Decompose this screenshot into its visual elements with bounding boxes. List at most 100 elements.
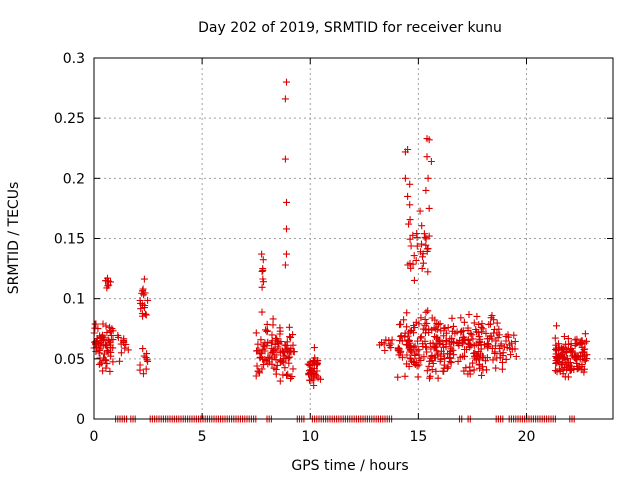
data-point bbox=[432, 325, 440, 333]
data-point bbox=[448, 314, 456, 322]
data-point bbox=[290, 348, 298, 356]
data-point bbox=[311, 354, 319, 362]
data-point bbox=[559, 345, 567, 353]
data-point bbox=[401, 174, 409, 182]
y-tick-label: 0.15 bbox=[54, 232, 85, 248]
data-point bbox=[476, 364, 483, 372]
data-point bbox=[283, 371, 290, 379]
data-point bbox=[497, 342, 505, 350]
data-point bbox=[270, 364, 278, 372]
data-point bbox=[289, 365, 297, 373]
data-point bbox=[421, 233, 429, 241]
y-tick-label: 0.25 bbox=[54, 111, 85, 127]
data-point bbox=[425, 362, 433, 370]
data-point bbox=[406, 235, 414, 243]
data-point bbox=[272, 356, 280, 364]
x-axis-label: GPS time / hours bbox=[291, 458, 408, 474]
data-point bbox=[407, 264, 415, 272]
data-point bbox=[283, 250, 290, 258]
data-point bbox=[440, 343, 448, 351]
data-point bbox=[252, 329, 260, 337]
data-point bbox=[107, 349, 115, 356]
data-point bbox=[268, 331, 276, 339]
data-point bbox=[102, 322, 110, 330]
data-point bbox=[253, 347, 261, 355]
data-point bbox=[406, 216, 414, 224]
data-point bbox=[272, 370, 280, 378]
data-point bbox=[259, 256, 267, 264]
data-point bbox=[401, 372, 409, 380]
data-point bbox=[431, 344, 439, 352]
data-point bbox=[258, 283, 266, 291]
data-point bbox=[562, 360, 570, 368]
data-point bbox=[427, 354, 435, 362]
data-point bbox=[143, 350, 151, 358]
data-point bbox=[310, 344, 318, 352]
data-point bbox=[551, 334, 559, 342]
data-point bbox=[254, 340, 262, 348]
data-point bbox=[141, 289, 149, 297]
data-point bbox=[403, 323, 411, 331]
data-point bbox=[576, 340, 584, 348]
data-point bbox=[466, 363, 474, 371]
data-point bbox=[465, 311, 473, 318]
data-point bbox=[440, 367, 448, 375]
data-point bbox=[442, 337, 450, 344]
data-point bbox=[405, 220, 413, 228]
x-tick-label: 15 bbox=[409, 429, 427, 445]
data-point bbox=[422, 186, 430, 194]
data-point bbox=[463, 346, 471, 353]
data-point bbox=[462, 364, 470, 372]
data-point bbox=[103, 360, 111, 368]
data-point bbox=[397, 332, 405, 340]
chart-title: Day 202 of 2019, SRMTID for receiver kun… bbox=[198, 20, 502, 36]
data-point bbox=[415, 354, 423, 362]
axis-ticks: 0 0.05 0.1 0.15 0.2 0.25 0.3 0 5 10 15 20 bbox=[54, 51, 613, 445]
data-point bbox=[268, 355, 276, 363]
data-point bbox=[423, 367, 431, 375]
data-point bbox=[435, 321, 442, 329]
data-point bbox=[276, 349, 284, 357]
data-point bbox=[261, 339, 269, 347]
data-point bbox=[285, 323, 293, 331]
data-point bbox=[418, 264, 426, 272]
data-point bbox=[107, 278, 114, 286]
data-point bbox=[105, 337, 113, 345]
data-point bbox=[109, 358, 117, 366]
data-point bbox=[96, 347, 104, 354]
data-point bbox=[561, 353, 569, 361]
x-tick-label: 10 bbox=[301, 429, 319, 445]
data-point bbox=[475, 356, 483, 364]
data-point bbox=[410, 358, 418, 366]
data-point bbox=[310, 374, 318, 382]
data-point bbox=[447, 359, 455, 367]
data-point bbox=[263, 320, 271, 328]
data-point bbox=[414, 337, 421, 345]
grid-lines bbox=[94, 58, 613, 419]
data-point bbox=[491, 349, 499, 357]
data-point bbox=[416, 207, 424, 215]
data-point bbox=[288, 373, 296, 381]
data-point bbox=[469, 335, 477, 343]
y-tick-label: 0.05 bbox=[54, 352, 85, 368]
y-tick-label: 0 bbox=[76, 412, 85, 428]
data-point bbox=[260, 278, 267, 286]
data-point bbox=[583, 351, 591, 359]
data-point bbox=[270, 347, 278, 355]
data-point bbox=[404, 341, 411, 349]
data-point bbox=[404, 146, 412, 153]
data-point bbox=[403, 351, 411, 359]
data-point bbox=[142, 365, 150, 373]
data-point bbox=[426, 374, 433, 382]
data-point bbox=[479, 352, 486, 360]
data-point bbox=[574, 364, 582, 372]
data-point bbox=[409, 231, 417, 239]
data-point bbox=[275, 340, 283, 348]
data-point bbox=[424, 268, 432, 276]
data-point bbox=[397, 333, 405, 341]
data-point bbox=[423, 319, 431, 327]
data-point bbox=[502, 337, 510, 345]
data-point bbox=[455, 342, 463, 350]
data-point bbox=[286, 353, 294, 361]
data-point bbox=[459, 352, 467, 360]
